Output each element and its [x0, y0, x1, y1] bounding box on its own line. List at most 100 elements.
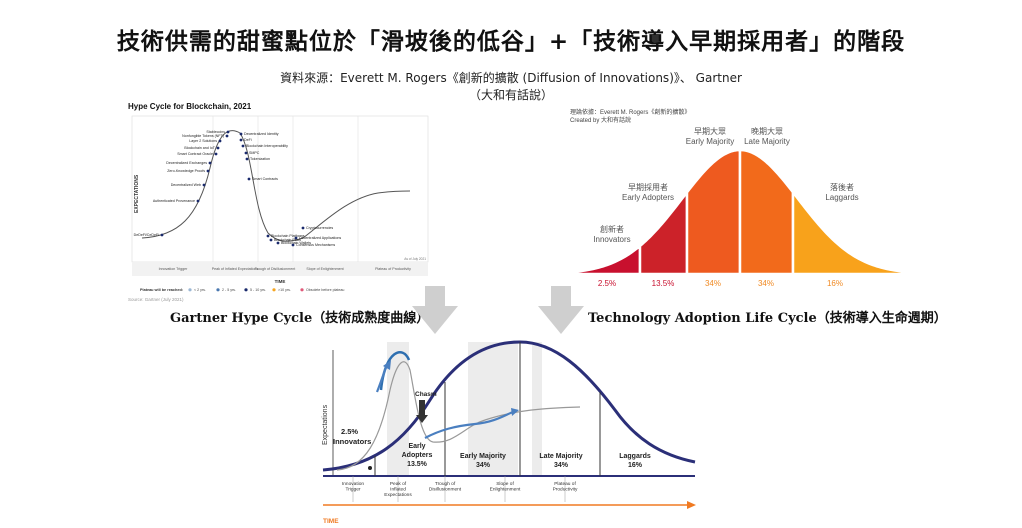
hype-phase-label: Trough of Disillusionment [255, 267, 295, 271]
adoption-segment [738, 148, 795, 276]
hype-point-label: Blockchain Platforms [271, 234, 305, 238]
hype-point-dot [244, 151, 248, 155]
hype-point-dot [206, 169, 210, 173]
combined-phase-label: Trough of [435, 481, 456, 487]
hype-point-dot [276, 241, 280, 245]
combined-segment-label: Early Majority [460, 453, 506, 460]
adoption-segment [638, 188, 689, 276]
hype-point-label: Authenticated Provenance [153, 199, 195, 203]
adoption-label-en: Late Majority [744, 137, 790, 146]
down-arrow-shape [412, 286, 458, 334]
page-title: 技術供需的甜蜜點位於「滑坡後的低谷」+「技術導入早期採用者」的階段 [116, 29, 906, 55]
hype-point-dot [239, 138, 243, 142]
caption-left: Gartner Hype Cycle（技術成熟度曲線） [170, 311, 430, 326]
adoption-label-zh: 創新者 [600, 224, 624, 234]
hype-legend-swatch [272, 288, 276, 292]
hype-point-label: DeDeFi/CeDeFi [134, 233, 160, 237]
hype-point-label: SMPC [249, 151, 260, 155]
hype-phase-label: Slope of Enlightenment [306, 267, 343, 271]
adoption-bell [573, 148, 904, 276]
hype-point-label: Blockchain Wallets [281, 241, 311, 245]
hype-point-label: Blockchain and IoT [184, 146, 215, 150]
adoption-label-en: Early Adopters [622, 193, 674, 202]
combined-chart: Expectations Chasm 2.5% Innovators Early… [322, 340, 696, 525]
combined-segment-label: 16% [628, 462, 643, 469]
hype-point-label: Blockchain Interoperability [246, 144, 288, 148]
time-arrow-head [687, 501, 696, 509]
hype-point-dot [218, 139, 222, 143]
source-line-2: （大和有話說） [468, 88, 553, 102]
source-line-1: 資料來源：Everett M. Rogers《創新的擴散 (Diffusion … [280, 71, 742, 85]
hype-point-label: Decentralized Web [171, 183, 201, 187]
hype-legend-swatch [188, 288, 192, 292]
combined-phase-label: Inflated [390, 487, 406, 493]
hype-source: Source: Gartner (July 2021) [128, 297, 184, 302]
adoption-label-zh: 早期採用者 [628, 182, 668, 192]
hype-phase-band [132, 262, 428, 276]
adoption-chart: 理論依據：Everett M. Rogers《創新的擴散》 Created by… [570, 108, 904, 288]
adoption-label-en: Laggards [825, 193, 858, 202]
hype-curve [141, 130, 411, 242]
hype-point-dot [269, 238, 273, 242]
hype-point-dot [225, 134, 229, 138]
blue-arrow-head [511, 408, 519, 416]
hype-point-dot [208, 161, 212, 165]
hype-phase-label: Innovation Trigger [159, 267, 189, 271]
innovators-label: Innovators [333, 437, 371, 446]
hype-point-label: Cryptocurrencies [306, 226, 333, 230]
hype-point-label: Layer 2 Solutions [189, 139, 217, 143]
hype-point-label: Decentralized Identity [244, 132, 279, 136]
hype-phase-label: Peak of Inflated Expectations [212, 267, 259, 271]
combined-phase-label: Peak of [390, 481, 407, 487]
hype-point-label: Consensus Mechanisms [296, 243, 335, 247]
hype-legend-swatch [244, 288, 248, 292]
hype-point-label: Decentralized Applications [299, 236, 341, 240]
chasm-label: Chasm [415, 391, 437, 398]
combined-ylabel: Expectations [322, 404, 329, 445]
hype-point-dot [226, 130, 230, 134]
adoption-pct: 16% [827, 279, 843, 288]
combined-segment-label: Late Majority [539, 453, 582, 460]
hype-plot-frame [131, 115, 429, 263]
hype-point-label: Smart Contract Oracle [177, 152, 213, 156]
adoption-pct: 34% [705, 279, 721, 288]
caption-right: Technology Adoption Life Cycle（技術導入生命週期） [588, 311, 947, 326]
combined-phase-label: Enlightenment [490, 487, 521, 493]
hype-point-label: DeFi [244, 138, 252, 142]
adoption-label-zh: 早期大眾 [694, 126, 726, 136]
adoption-pct: 13.5% [652, 279, 675, 288]
hype-point-dot [214, 152, 218, 156]
hype-point-dot [196, 199, 200, 203]
hype-point-label: Nonfungible Tokens (NFT) [182, 134, 224, 138]
innovators-dot [368, 466, 372, 470]
source-note: 資料來源：Everett M. Rogers《創新的擴散 (Diffusion … [0, 70, 1022, 104]
hype-legend-title: Plateau will be reached: [140, 288, 183, 292]
combined-segment-label: Adopters [402, 452, 433, 459]
hype-point-dot [239, 132, 243, 136]
hype-point-label: Zero-Knowledge Proofs [167, 169, 205, 173]
hype-phase-label: Plateau of Productivity [375, 267, 411, 271]
time-label: TIME [323, 518, 339, 525]
down-arrow [412, 286, 458, 334]
adoption-note-2: Created by 大和有話說 [570, 116, 631, 124]
hype-point-dot [266, 234, 270, 238]
adoption-segment [685, 148, 742, 276]
hype-legend-label: >10 yrs. [278, 288, 291, 292]
blue-arrow-lower [424, 410, 514, 439]
hype-point-dot [160, 233, 164, 237]
chasm-marker [416, 400, 428, 423]
hype-legend-swatch [300, 288, 304, 292]
adoption-note-1: 理論依據：Everett M. Rogers《創新的擴散》 [570, 108, 690, 116]
shade-band [468, 342, 518, 476]
adoption-pct: 34% [758, 279, 774, 288]
adoption-label-en: Early Majority [686, 137, 734, 146]
blue-arrow-head [383, 360, 391, 370]
hype-point-label: Decentralized Exchanges [166, 161, 207, 165]
combined-phase-label: Trigger [345, 487, 360, 493]
hype-point-label: Stablecoins [206, 130, 225, 134]
hype-point-dot [245, 157, 249, 161]
combined-phase-label: Innovation [342, 481, 364, 487]
